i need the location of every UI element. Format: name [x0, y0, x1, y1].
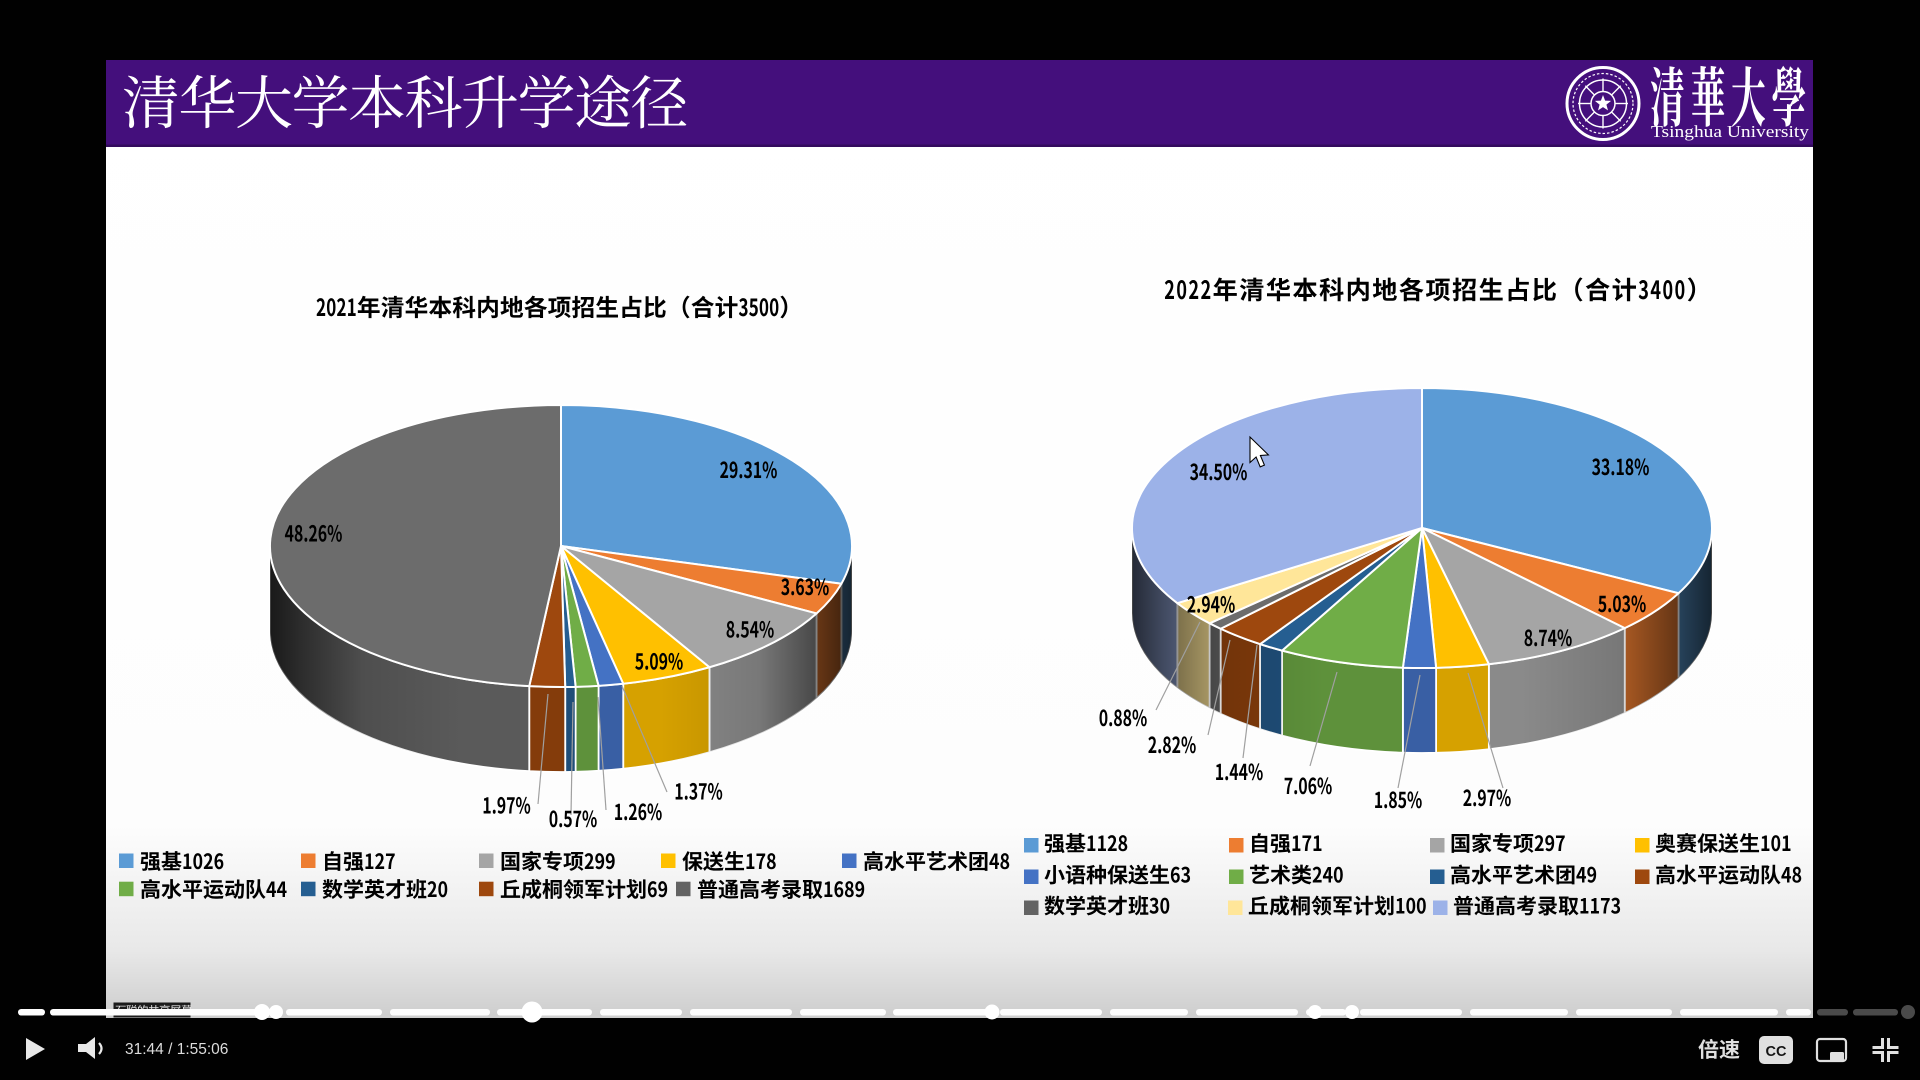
- svg-text:31:44 / 1:55:06: 31:44 / 1:55:06: [125, 1041, 228, 1058]
- svg-text:Tsinghua University: Tsinghua University: [1651, 122, 1810, 141]
- svg-text:CC: CC: [1766, 1044, 1787, 1060]
